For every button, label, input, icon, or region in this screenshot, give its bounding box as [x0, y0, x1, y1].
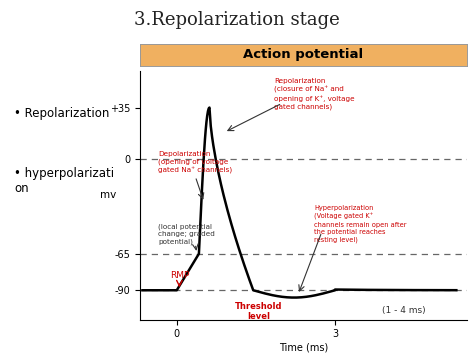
- Text: (local potential
change; graded
potential): (local potential change; graded potentia…: [158, 223, 215, 245]
- Text: Action potential: Action potential: [243, 48, 364, 61]
- Text: 3.Repolarization stage: 3.Repolarization stage: [134, 11, 340, 29]
- Text: • hyperpolarizati
on: • hyperpolarizati on: [14, 167, 114, 195]
- Text: (1 - 4 ms): (1 - 4 ms): [382, 306, 425, 315]
- Text: Repolarization
(closure of Na⁺ and
opening of K⁺, voltage
gated channels): Repolarization (closure of Na⁺ and openi…: [274, 78, 355, 110]
- Text: Threshold
level: Threshold level: [235, 302, 283, 321]
- Text: Depolarization
(opening of voltage
gated Na⁺ channels): Depolarization (opening of voltage gated…: [158, 151, 232, 174]
- Text: Hyperpolarization
(Voltage gated K⁺
channels remain open after
the potential rea: Hyperpolarization (Voltage gated K⁺ chan…: [314, 206, 406, 244]
- Text: RMP: RMP: [170, 271, 189, 280]
- Y-axis label: mv: mv: [100, 190, 117, 200]
- X-axis label: Time (ms): Time (ms): [279, 342, 328, 352]
- Text: • Repolarization: • Repolarization: [14, 106, 109, 120]
